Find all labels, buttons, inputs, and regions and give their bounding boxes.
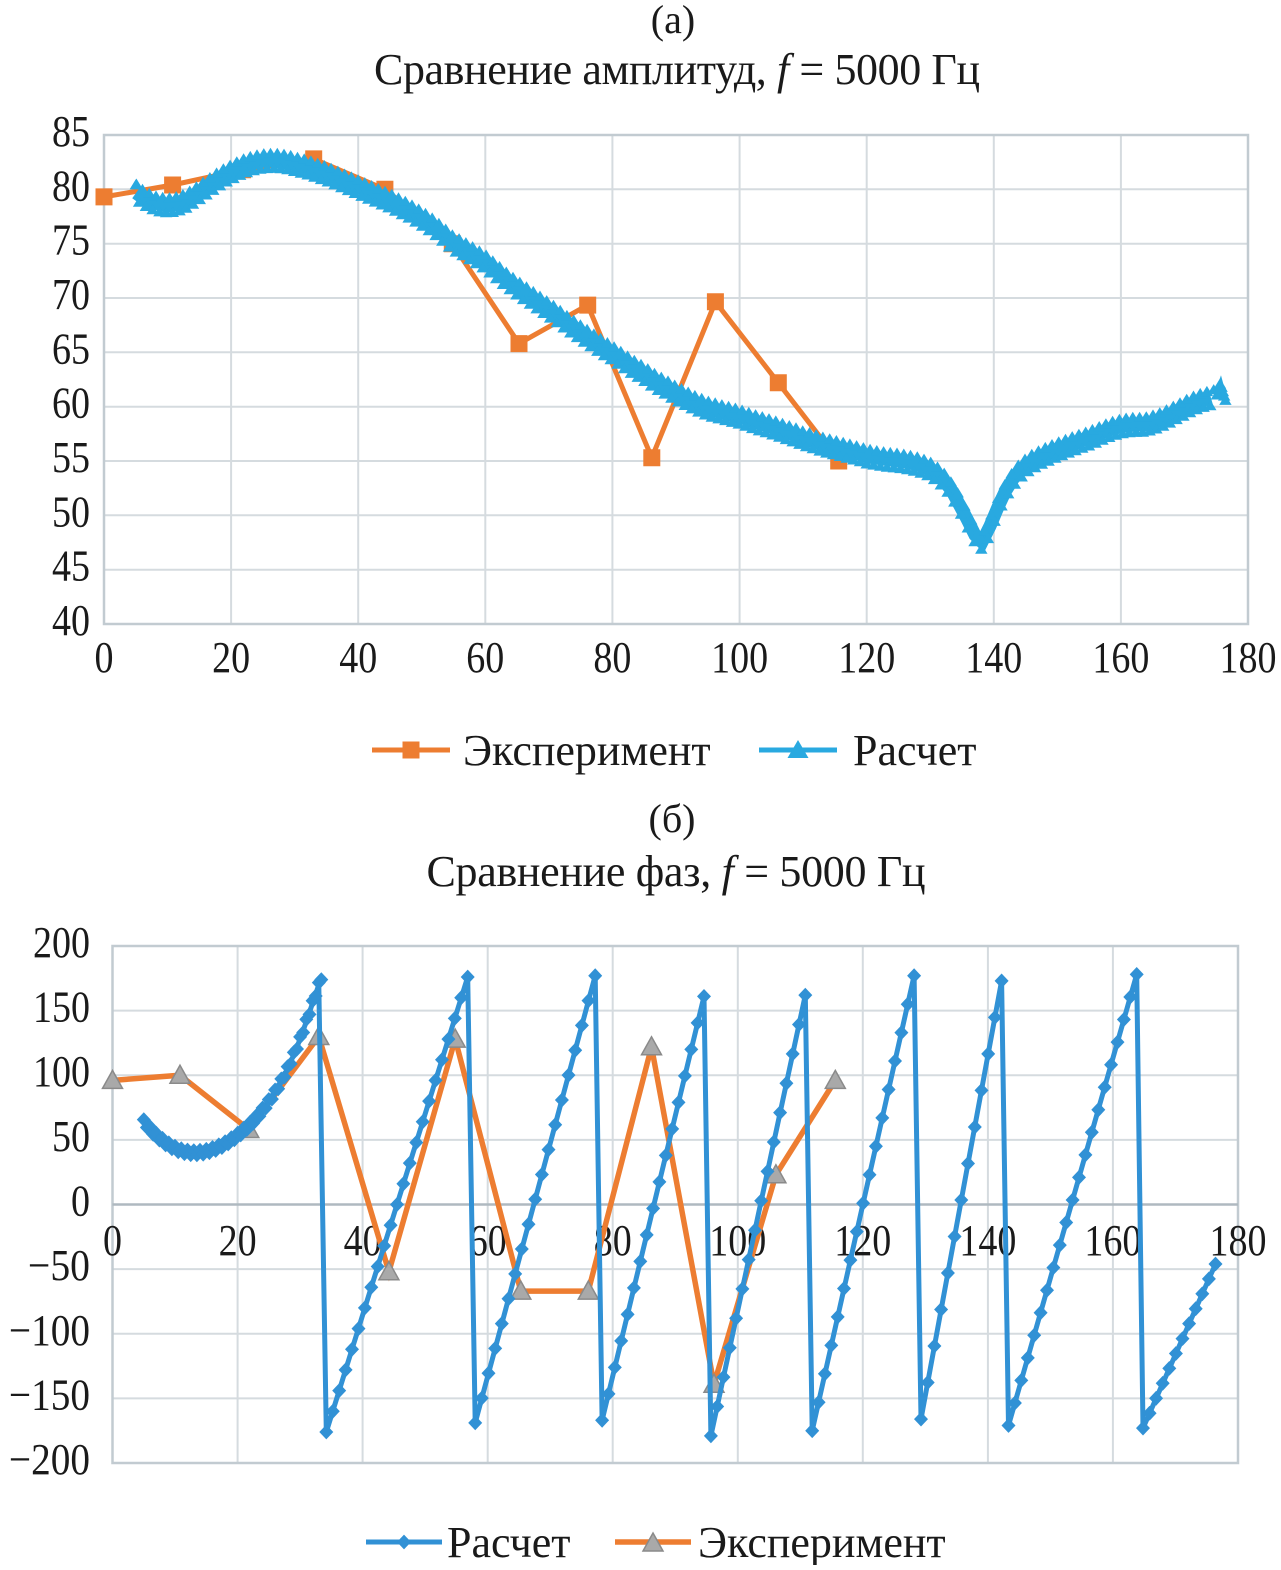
svg-text:80: 80	[52, 161, 90, 210]
svg-text:(б): (б)	[649, 796, 696, 841]
svg-text:20: 20	[212, 633, 250, 682]
svg-text:Эксперимент: Эксперимент	[463, 726, 711, 775]
svg-text:75: 75	[52, 216, 90, 265]
svg-text:(а): (а)	[651, 0, 695, 42]
svg-text:150: 150	[33, 983, 90, 1032]
svg-text:−150: −150	[9, 1370, 90, 1419]
svg-text:200: 200	[33, 918, 90, 967]
svg-text:50: 50	[52, 487, 90, 536]
svg-text:60: 60	[469, 1216, 507, 1265]
svg-text:40: 40	[339, 633, 377, 682]
svg-text:20: 20	[219, 1216, 257, 1265]
svg-text:100: 100	[711, 633, 768, 682]
svg-text:180: 180	[1210, 1216, 1267, 1265]
svg-text:50: 50	[52, 1112, 90, 1161]
svg-text:45: 45	[52, 542, 90, 591]
svg-text:0: 0	[71, 1177, 90, 1226]
svg-text:Эксперимент: Эксперимент	[698, 1518, 946, 1565]
svg-text:120: 120	[834, 1216, 891, 1265]
svg-text:100: 100	[33, 1047, 90, 1096]
svg-text:55: 55	[52, 433, 90, 482]
svg-text:85: 85	[52, 107, 90, 156]
svg-text:Сравнение фаз, f = 5000 Гц: Сравнение фаз, f = 5000 Гц	[427, 847, 926, 896]
svg-text:Расчет: Расчет	[447, 1518, 571, 1565]
svg-text:140: 140	[965, 633, 1022, 682]
svg-text:65: 65	[52, 324, 90, 373]
svg-text:0: 0	[103, 1216, 122, 1265]
svg-text:−100: −100	[9, 1306, 90, 1355]
svg-text:−200: −200	[9, 1435, 90, 1484]
svg-text:40: 40	[52, 596, 90, 645]
svg-text:160: 160	[1084, 1216, 1141, 1265]
svg-text:70: 70	[52, 270, 90, 319]
svg-text:Сравнение амплитуд, f = 5000 Г: Сравнение амплитуд, f = 5000 Гц	[374, 45, 980, 94]
svg-text:Расчет: Расчет	[853, 726, 977, 775]
svg-text:60: 60	[52, 379, 90, 428]
svg-text:60: 60	[466, 633, 504, 682]
svg-text:0: 0	[95, 633, 114, 682]
svg-text:120: 120	[838, 633, 895, 682]
svg-text:−50: −50	[28, 1241, 90, 1290]
svg-text:180: 180	[1220, 633, 1277, 682]
svg-text:160: 160	[1092, 633, 1149, 682]
svg-text:80: 80	[593, 633, 631, 682]
